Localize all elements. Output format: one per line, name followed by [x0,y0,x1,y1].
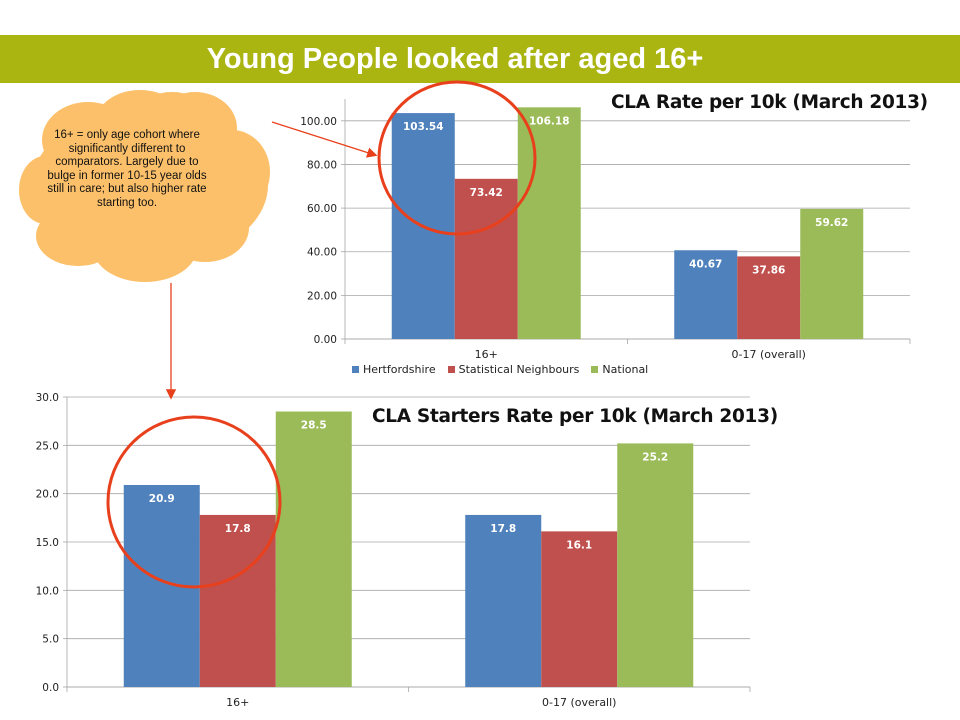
cla-rate-value-label: 103.54 [403,121,444,133]
cla-starters-ytick-label: 20.0 [36,489,59,501]
cla-starters-value-label: 25.2 [642,451,668,463]
legend-item-hertfordshire: Hertfordshire [352,363,436,376]
cla-starters-bar [199,514,276,687]
legend-swatch-hertfordshire [352,366,359,373]
cla-starters-value-label: 28.5 [301,420,327,432]
cla-rate-category-label: 16+ [475,348,498,361]
cla-starters-ytick-label: 30.0 [36,392,59,404]
cloud-puff [194,130,270,214]
cla-rate-bar [454,178,518,339]
cloud-puff [142,92,202,124]
cla-rate-value-label: 73.42 [470,187,503,199]
cla-starters-ytick-label: 25.0 [36,440,59,452]
cla-rate-ytick-label: 80.00 [307,159,337,171]
cla-starters-bar [541,531,618,687]
cla-starters-category-label: 16+ [226,696,249,709]
cla-rate-value-label: 40.67 [689,258,722,270]
highlight-circle-top [377,80,537,236]
legend-swatch-statistical-neighbours [447,366,455,373]
chart-legend: Hertfordshire Statistical Neighbours Nat… [352,363,648,376]
legend-item-national: National [591,363,648,376]
cla-rate-ytick-label: 40.00 [307,247,337,259]
cla-starters-value-label: 17.8 [490,523,516,535]
legend-label-hertfordshire: Hertfordshire [363,363,436,376]
cla-rate-value-label: 37.86 [752,264,785,276]
legend-label-statistical-neighbours: Statistical Neighbours [458,363,580,376]
cla-rate-bar [800,208,864,339]
legend-label-national: National [602,363,649,376]
cla-rate-category-label: 0-17 (overall) [732,348,806,361]
cla-rate-ytick-label: 60.00 [307,203,337,215]
cla-rate-value-label: 106.18 [529,115,570,127]
cla-starters-bar [465,514,542,687]
slide-title-bar: Young People looked after aged 16+ [0,35,960,83]
cla-rate-ytick-label: 20.00 [307,290,337,302]
callout-text: 16+ = only age cohort where significantl… [47,129,207,209]
cla-starters-bar [275,411,352,687]
cla-rate-bar [674,250,738,339]
cla-rate-ytick-label: 100.00 [300,116,337,128]
cla-starters-ytick-label: 0.0 [42,682,59,694]
cla-rate-ytick-label: 0.00 [314,334,337,346]
cloud-puff [36,206,120,266]
cla-starters-chart-title: CLA Starters Rate per 10k (March 2013) [372,406,778,427]
cla-starters-category-label: 0-17 (overall) [542,696,616,709]
cla-starters-ytick-label: 15.0 [36,537,59,549]
cla-starters-value-label: 20.9 [149,493,175,505]
cla-rate-chart-title: CLA Rate per 10k (March 2013) [611,92,928,113]
legend-swatch-national [591,366,599,373]
legend-item-statistical-neighbours: Statistical Neighbours [447,363,580,376]
cla-starters-value-label: 17.8 [225,523,251,535]
callout-cloud-shape [19,90,270,282]
cloud-puff [19,156,71,224]
cla-starters-bar [617,443,694,687]
cla-rate-bar [517,107,581,339]
cla-starters-ytick-label: 10.0 [36,585,59,597]
cla-rate-value-label: 59.62 [815,217,848,229]
cla-starters-ytick-label: 5.0 [42,634,59,646]
cla-rate-bar [737,256,801,339]
cla-starters-value-label: 16.1 [566,539,592,551]
callout-arrow-right [271,121,378,158]
highlight-circle-bottom [106,415,282,589]
slide-title: Young People looked after aged 16+ [206,42,704,75]
